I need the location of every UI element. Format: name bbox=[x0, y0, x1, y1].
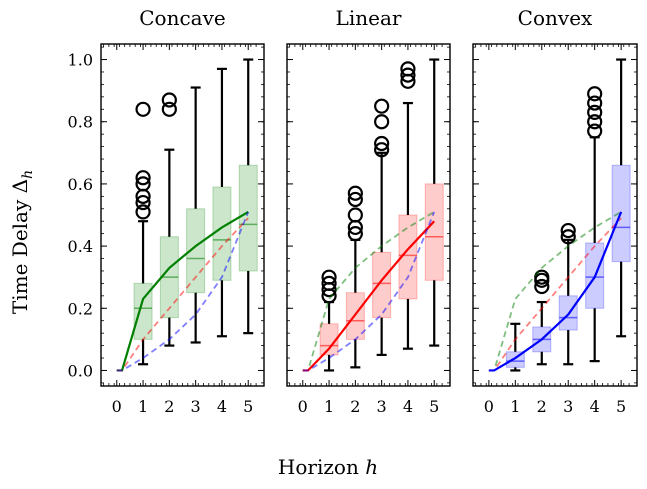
panel-convex: Convex 0 1 2 3 4 5 bbox=[472, 6, 638, 416]
outlier-point bbox=[321, 275, 337, 291]
outlier-point bbox=[560, 222, 576, 239]
outlier-point bbox=[347, 185, 363, 201]
outlier-point bbox=[347, 191, 363, 208]
box-iqr bbox=[212, 186, 232, 281]
outlier-point bbox=[400, 67, 416, 83]
x-tick-label: 4 bbox=[590, 397, 600, 416]
outlier-point bbox=[534, 269, 550, 285]
box-h1 bbox=[505, 322, 525, 372]
box-h3 bbox=[372, 98, 392, 357]
box-h5 bbox=[424, 58, 444, 347]
outlier-point bbox=[374, 135, 390, 152]
y-tick-label: 0.0 bbox=[68, 361, 93, 380]
panel-concave: Concave 0 1 2 3 4 5 0.0 0.2 0.4 0.6 0.8 1.0 bbox=[68, 6, 265, 416]
outlier-point bbox=[587, 86, 603, 102]
box-iqr bbox=[424, 183, 444, 281]
line-convex-dashed bbox=[116, 211, 250, 372]
x-tick-label: 3 bbox=[563, 397, 573, 416]
box-h2 bbox=[532, 269, 552, 366]
panel-linear: Linear 0 1 2 3 4 5 bbox=[286, 6, 451, 416]
x-tick-label: 3 bbox=[377, 397, 387, 416]
outlier-point bbox=[347, 226, 363, 242]
panel-title: Linear bbox=[336, 6, 402, 30]
outlier-point bbox=[135, 170, 151, 186]
y-tick-label: 0.2 bbox=[68, 299, 93, 318]
outlier-point bbox=[374, 142, 390, 158]
outlier-point bbox=[135, 194, 151, 211]
y-axis-label: Time Delay Δh bbox=[8, 170, 36, 314]
x-tick-label: 4 bbox=[403, 397, 413, 416]
outlier-point bbox=[161, 92, 177, 108]
x-tick-label: 5 bbox=[243, 397, 253, 416]
outlier-point bbox=[321, 269, 337, 285]
outlier-point bbox=[587, 123, 603, 139]
x-tick-label: 1 bbox=[138, 397, 148, 416]
box-h5 bbox=[238, 58, 258, 335]
x-axis-label: Horizon h bbox=[278, 455, 378, 479]
outlier-point bbox=[587, 104, 603, 121]
box-h1 bbox=[319, 269, 339, 372]
outlier-point bbox=[560, 229, 576, 245]
x-tick-label: 2 bbox=[350, 397, 360, 416]
box-h4 bbox=[398, 61, 418, 350]
x-tick-label: 1 bbox=[510, 397, 520, 416]
panel-title: Concave bbox=[139, 6, 225, 30]
x-tick-label: 5 bbox=[616, 397, 626, 416]
y-tick-label: 0.8 bbox=[68, 113, 93, 132]
x-tick-label: 5 bbox=[429, 397, 439, 416]
y-tick-label: 1.0 bbox=[68, 51, 93, 70]
x-tick-label: 2 bbox=[537, 397, 547, 416]
outlier-point bbox=[347, 207, 363, 223]
outlier-point bbox=[587, 95, 603, 111]
outlier-point bbox=[161, 101, 177, 117]
outlier-point bbox=[135, 176, 151, 192]
outlier-point bbox=[400, 61, 416, 77]
y-tick-label: 0.4 bbox=[68, 237, 93, 256]
outlier-point bbox=[374, 98, 390, 114]
box-iqr bbox=[372, 251, 392, 319]
box-h5 bbox=[611, 58, 631, 338]
box-h1 bbox=[133, 101, 153, 366]
x-tick-label: 0 bbox=[484, 397, 494, 416]
x-tick-label: 0 bbox=[298, 397, 308, 416]
x-tick-label: 2 bbox=[164, 397, 174, 416]
x-tick-label: 3 bbox=[191, 397, 201, 416]
x-tick-label: 1 bbox=[324, 397, 334, 416]
outlier-point bbox=[534, 278, 550, 295]
box-h4 bbox=[212, 67, 232, 338]
y-tick-label: 0.6 bbox=[68, 175, 93, 194]
outlier-point bbox=[135, 204, 151, 220]
line-convex-solid bbox=[488, 211, 623, 372]
outlier-point bbox=[587, 114, 603, 130]
x-tick-label: 4 bbox=[217, 397, 227, 416]
box-h4 bbox=[585, 86, 605, 363]
panel-title: Convex bbox=[518, 6, 593, 30]
line-convex-dashed bbox=[302, 211, 436, 372]
outlier-point bbox=[135, 101, 151, 117]
outlier-point bbox=[374, 114, 390, 130]
x-tick-label: 0 bbox=[112, 397, 122, 416]
